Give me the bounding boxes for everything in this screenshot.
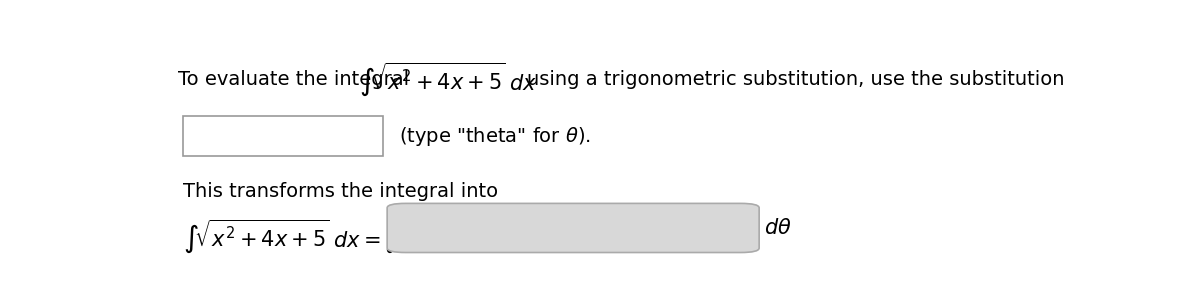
Text: $\int\!\sqrt{x^2 + 4x + 5}\; dx = \int$: $\int\!\sqrt{x^2 + 4x + 5}\; dx = \int$ <box>182 217 400 255</box>
Text: $d\theta$: $d\theta$ <box>764 218 792 238</box>
FancyBboxPatch shape <box>182 116 383 157</box>
Text: $\int\!\sqrt{x^2 + 4x + 5}\; dx$: $\int\!\sqrt{x^2 + 4x + 5}\; dx$ <box>359 61 538 98</box>
Text: (type "theta" for $\theta$).: (type "theta" for $\theta$). <box>400 125 592 148</box>
Text: To evaluate the integral: To evaluate the integral <box>178 70 409 89</box>
FancyBboxPatch shape <box>388 203 760 253</box>
Text: using a trigonometric substitution, use the substitution: using a trigonometric substitution, use … <box>527 70 1064 89</box>
Text: This transforms the integral into: This transforms the integral into <box>182 182 498 201</box>
